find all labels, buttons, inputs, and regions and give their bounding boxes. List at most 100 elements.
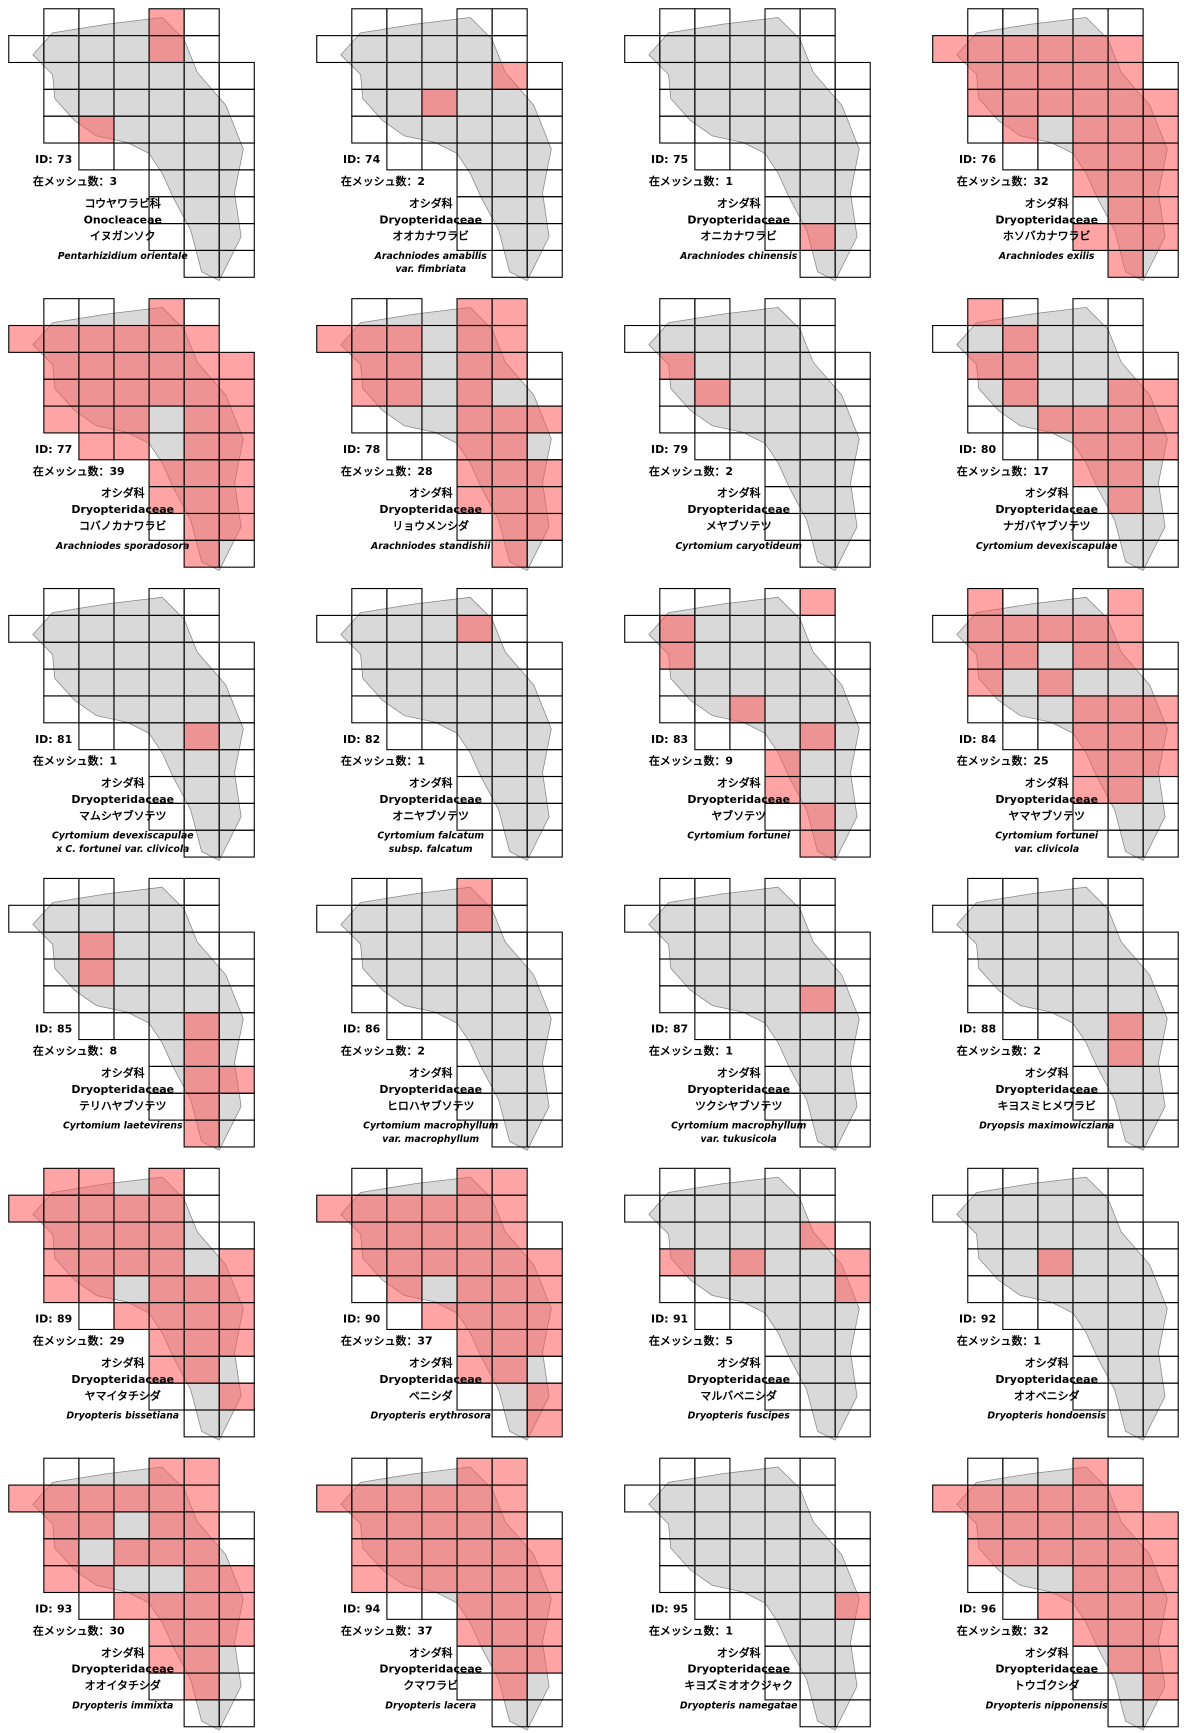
occupied-mesh bbox=[184, 325, 220, 353]
scientific-name: Cyrtomium macrophyllum bbox=[671, 1121, 806, 1132]
mesh-cell bbox=[834, 1409, 871, 1438]
name-ja: マムシヤブソテツ bbox=[79, 809, 167, 823]
id-label: ID: bbox=[651, 153, 669, 166]
occupied-mesh bbox=[149, 459, 185, 487]
species-panel: ID: 90 在メッシュ数：37 オシダ科 Dryopteridaceae ベニシダ Dry… bbox=[316, 1167, 563, 1441]
id-value: 92 bbox=[981, 1313, 996, 1326]
occupied-mesh bbox=[43, 406, 79, 433]
mesh-value: 37 bbox=[417, 1624, 432, 1637]
mesh-count: 在メッシュ数：3 bbox=[33, 174, 117, 188]
occupied-mesh bbox=[457, 1222, 493, 1249]
occupied-mesh bbox=[78, 1485, 114, 1512]
family: Dryopteridaceae bbox=[379, 1663, 482, 1676]
mesh-cell bbox=[799, 8, 836, 37]
occupied-mesh bbox=[149, 486, 185, 514]
mesh-label: 在メッシュ数： bbox=[649, 174, 726, 188]
name-ja: ツクシヤブソテツ bbox=[695, 1098, 783, 1112]
mesh-value: 2 bbox=[1033, 1045, 1041, 1058]
occupied-mesh bbox=[457, 379, 493, 407]
mesh-cell bbox=[491, 8, 528, 37]
id-label: ID: bbox=[35, 1313, 53, 1326]
occupied-mesh bbox=[386, 1195, 422, 1223]
occupied-mesh bbox=[1002, 89, 1038, 117]
family-ja: オシダ科 bbox=[717, 1066, 761, 1080]
id-value: 80 bbox=[981, 443, 997, 456]
mesh-cell bbox=[218, 931, 255, 960]
mesh-cell bbox=[834, 641, 871, 670]
id-value: 87 bbox=[673, 1023, 688, 1036]
mesh-count: 在メッシュ数：1 bbox=[33, 754, 117, 768]
scientific-name: Arachniodes standishii bbox=[370, 541, 491, 552]
occupied-mesh bbox=[1002, 352, 1038, 380]
occupied-mesh bbox=[219, 1329, 255, 1357]
occupied-mesh bbox=[421, 1538, 458, 1566]
occupied-mesh bbox=[967, 1511, 1003, 1539]
occupied-mesh bbox=[386, 1565, 422, 1593]
occupied-mesh bbox=[457, 1275, 493, 1303]
species-id: ID: 88 bbox=[959, 1023, 996, 1036]
mesh-label: 在メッシュ数： bbox=[649, 754, 726, 768]
occupied-mesh bbox=[219, 1565, 255, 1593]
mesh-cell bbox=[351, 1275, 388, 1304]
scientific-name: Arachniodes exilis bbox=[998, 251, 1095, 262]
occupied-mesh bbox=[492, 513, 528, 541]
family: Dryopteridaceae bbox=[687, 1083, 790, 1096]
mesh-cell bbox=[526, 1409, 563, 1438]
family-ja: オシダ科 bbox=[101, 1645, 145, 1659]
name-ja: オオベニシダ bbox=[1014, 1388, 1080, 1402]
occupied-mesh bbox=[1108, 406, 1144, 433]
occupied-mesh bbox=[149, 1275, 185, 1303]
occupied-mesh bbox=[43, 1538, 79, 1566]
mesh-cell bbox=[834, 1119, 871, 1148]
family: Dryopteridaceae bbox=[995, 1373, 1098, 1386]
id-label: ID: bbox=[35, 1602, 53, 1615]
occupied-mesh bbox=[1108, 1012, 1144, 1040]
family: Dryopteridaceae bbox=[995, 213, 1098, 226]
family-ja: オシダ科 bbox=[101, 1066, 145, 1080]
occupied-mesh bbox=[149, 1248, 185, 1276]
id-label: ID: bbox=[651, 1023, 669, 1036]
mesh-cell bbox=[78, 142, 115, 171]
occupied-mesh bbox=[1143, 432, 1179, 460]
occupied-mesh bbox=[43, 1511, 79, 1539]
occupied-mesh bbox=[78, 958, 114, 986]
occupied-mesh bbox=[386, 379, 422, 407]
name-ja: オオイタチシダ bbox=[85, 1678, 161, 1692]
family: Dryopteridaceae bbox=[995, 793, 1098, 806]
mesh-count: 在メッシュ数：32 bbox=[957, 1623, 1049, 1637]
occupied-mesh bbox=[457, 1485, 493, 1512]
occupied-mesh bbox=[113, 1592, 150, 1620]
occupied-mesh bbox=[457, 486, 493, 514]
mesh-cell bbox=[834, 829, 871, 858]
name-ja: ベニシダ bbox=[409, 1388, 453, 1402]
occupied-mesh bbox=[149, 1646, 185, 1674]
scientific-name: Dryopteris erythrosora bbox=[370, 1411, 490, 1422]
occupied-mesh bbox=[149, 325, 185, 353]
mesh-cell bbox=[351, 115, 388, 144]
occupied-mesh bbox=[1143, 1619, 1179, 1647]
mesh-cell bbox=[1002, 142, 1039, 171]
mesh-count: 在メッシュ数：8 bbox=[33, 1044, 117, 1058]
occupied-mesh bbox=[1002, 642, 1038, 670]
id-label: ID: bbox=[35, 733, 53, 746]
occupied-mesh bbox=[184, 1039, 220, 1067]
occupied-mesh bbox=[1143, 143, 1179, 170]
id-value: 77 bbox=[57, 443, 72, 456]
family-ja: オシダ科 bbox=[1025, 1066, 1069, 1080]
occupied-mesh bbox=[184, 1302, 220, 1330]
mesh-count: 在メッシュ数：25 bbox=[957, 754, 1049, 768]
family: Dryopteridaceae bbox=[71, 503, 174, 516]
mesh-cell bbox=[218, 539, 255, 568]
mesh-cell bbox=[218, 1119, 255, 1148]
species-panel: ID: 74 在メッシュ数：2 オシダ科 Dryopteridaceae オオカナワラビ A… bbox=[316, 8, 563, 282]
occupied-mesh bbox=[967, 89, 1003, 117]
mesh-cell bbox=[834, 931, 871, 960]
name-ja: ヤマイタチシダ bbox=[85, 1388, 161, 1402]
mesh-count: 在メッシュ数：5 bbox=[649, 1334, 733, 1348]
mesh-count: 在メッシュ数：2 bbox=[341, 174, 425, 188]
occupied-mesh bbox=[1143, 695, 1179, 723]
id-value: 85 bbox=[57, 1023, 72, 1036]
occupied-mesh bbox=[78, 406, 114, 433]
occupied-mesh bbox=[1037, 1538, 1073, 1566]
